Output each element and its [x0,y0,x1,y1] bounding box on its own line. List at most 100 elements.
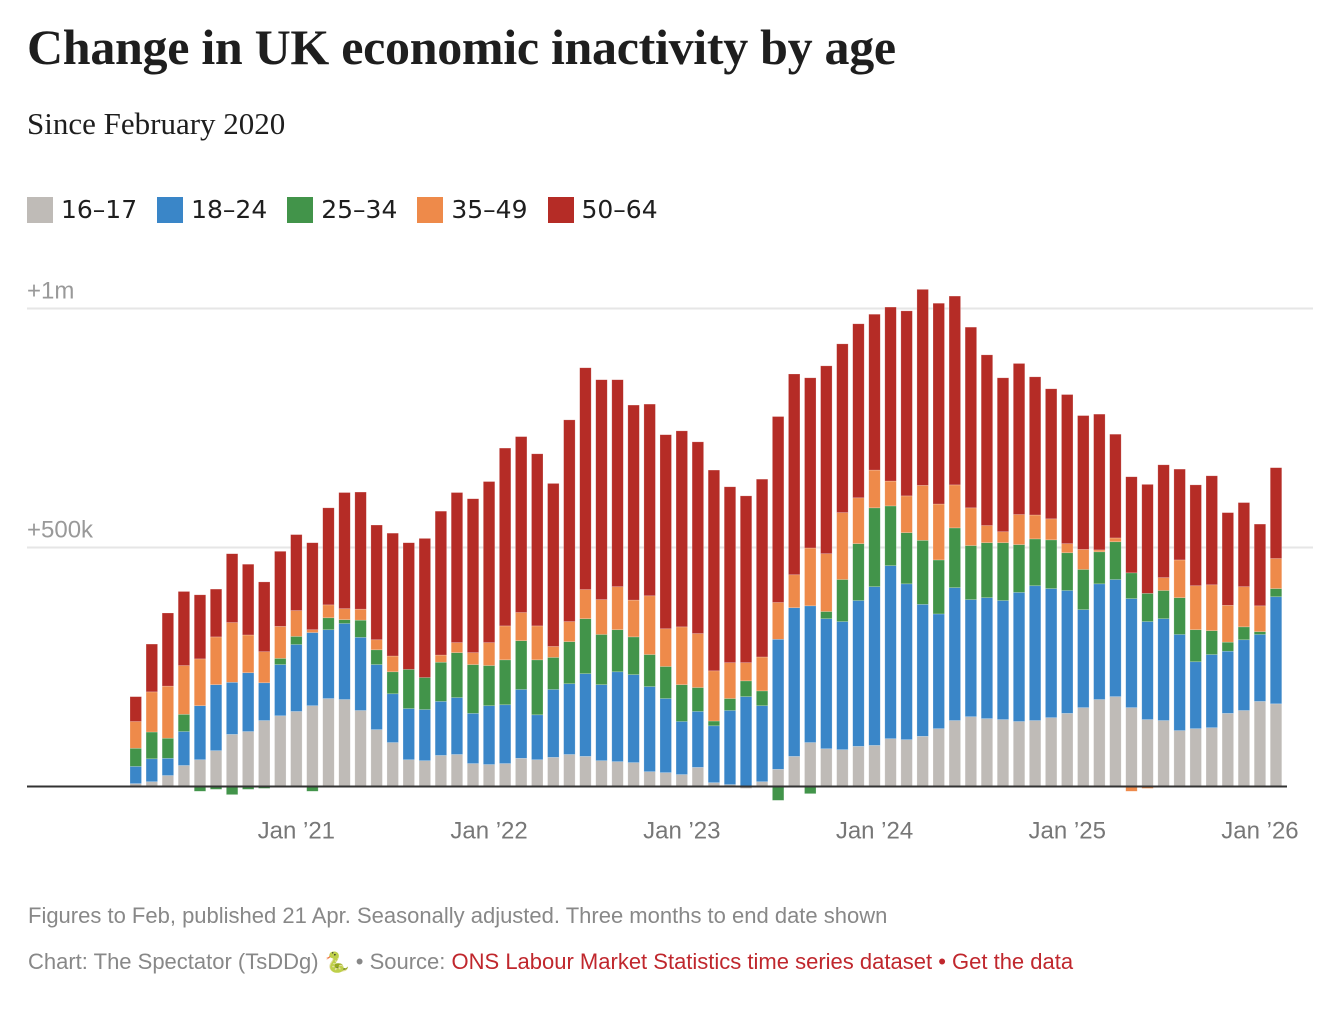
bar-segment[interactable] [723,698,737,711]
bar-segment[interactable] [1237,586,1250,628]
bar-segment[interactable] [290,711,303,787]
bar-segment[interactable] [627,404,640,601]
bar-segment[interactable] [129,721,142,749]
bar-segment[interactable] [1205,727,1218,787]
bar-segment[interactable] [1125,572,1138,599]
bar-segment[interactable] [611,761,624,787]
bar-segment[interactable] [1221,650,1234,714]
bar-segment[interactable] [723,710,737,785]
bar-segment[interactable] [772,602,785,640]
bar-segment[interactable] [466,713,480,764]
bar-segment[interactable] [691,687,704,712]
bar-segment[interactable] [643,595,656,655]
bar-segment[interactable] [611,586,624,631]
bar-segment[interactable] [1269,596,1283,705]
bar-segment[interactable] [322,604,335,619]
bar-segment[interactable] [772,768,785,787]
bar-segment[interactable] [643,771,656,787]
bar-segment[interactable] [434,755,447,787]
bar-segment[interactable] [948,587,961,721]
bar-segment[interactable] [804,547,817,607]
bar-segment[interactable] [996,377,1010,533]
bar-segment[interactable] [306,632,319,707]
bar-segment[interactable] [354,710,367,787]
bar-segment[interactable] [531,659,544,716]
bar-segment[interactable] [338,492,351,609]
bar-segment[interactable] [948,295,961,486]
bar-segment[interactable] [1109,579,1122,697]
bar-segment[interactable] [804,605,817,743]
bar-segment[interactable] [402,708,415,761]
bar-segment[interactable] [595,379,608,600]
bar-segment[interactable] [258,651,271,684]
bar-segment[interactable] [322,617,335,631]
bar-segment[interactable] [563,683,576,755]
bar-segment[interactable] [675,430,688,628]
bar-segment[interactable] [1157,618,1170,721]
bar-segment[interactable] [290,610,303,637]
bar-segment[interactable] [772,786,785,801]
bar-segment[interactable] [386,532,399,657]
bar-segment[interactable] [354,608,367,621]
bar-segment[interactable] [772,416,785,603]
bar-segment[interactable] [1189,585,1202,631]
bar-segment[interactable] [274,551,287,627]
bar-segment[interactable] [980,525,993,544]
bar-segment[interactable] [1061,552,1074,591]
get-the-data-link[interactable]: Get the data [952,949,1074,974]
bar-segment[interactable] [916,289,929,486]
bar-segment[interactable] [129,747,142,767]
bar-segment[interactable] [274,715,287,787]
bar-segment[interactable] [756,478,769,658]
bar-segment[interactable] [466,664,480,714]
bar-segment[interactable] [675,721,688,775]
bar-segment[interactable] [466,498,480,653]
bar-segment[interactable] [547,483,560,647]
bar-segment[interactable] [756,690,769,707]
bar-segment[interactable] [499,704,512,764]
bar-segment[interactable] [210,636,223,685]
bar-segment[interactable] [643,686,656,772]
legend-item-50-64[interactable]: 50–64 [547,195,658,224]
bar-segment[interactable] [1109,433,1122,539]
legend-item-18-24[interactable]: 18–24 [157,195,267,224]
bar-segment[interactable] [242,563,255,636]
bar-segment[interactable] [531,453,544,627]
bar-segment[interactable] [980,718,993,787]
bar-segment[interactable] [193,705,207,761]
bar-segment[interactable] [370,664,383,730]
bar-segment[interactable] [1045,539,1058,589]
bar-segment[interactable] [932,559,945,615]
bar-segment[interactable] [1237,710,1250,787]
bar-segment[interactable] [1253,605,1266,632]
bar-segment[interactable] [980,542,993,598]
bar-segment[interactable] [1205,475,1218,586]
bar-segment[interactable] [466,763,480,787]
bar-segment[interactable] [1189,661,1202,729]
bar-segment[interactable] [1237,502,1250,588]
bar-segment[interactable] [884,738,897,787]
bar-segment[interactable] [258,682,271,721]
bar-segment[interactable] [515,436,528,613]
bar-segment[interactable] [547,657,560,690]
bar-segment[interactable] [1141,719,1154,787]
bar-segment[interactable] [579,367,592,590]
bar-segment[interactable] [354,637,367,711]
bar-segment[interactable] [1141,484,1154,594]
bar-segment[interactable] [1269,703,1283,787]
bar-segment[interactable] [900,495,913,533]
bar-segment[interactable] [788,574,801,609]
bar-segment[interactable] [788,607,801,757]
bar-segment[interactable] [1221,713,1234,787]
bar-segment[interactable] [563,641,576,685]
bar-segment[interactable] [242,731,255,787]
bar-segment[interactable] [579,618,592,674]
bar-segment[interactable] [1029,514,1042,540]
bar-segment[interactable] [338,608,351,620]
bar-segment[interactable] [595,684,608,761]
bar-segment[interactable] [659,698,672,773]
bar-segment[interactable] [836,621,849,750]
bar-segment[interactable] [836,512,849,580]
bar-segment[interactable] [193,594,207,660]
bar-segment[interactable] [804,377,817,549]
